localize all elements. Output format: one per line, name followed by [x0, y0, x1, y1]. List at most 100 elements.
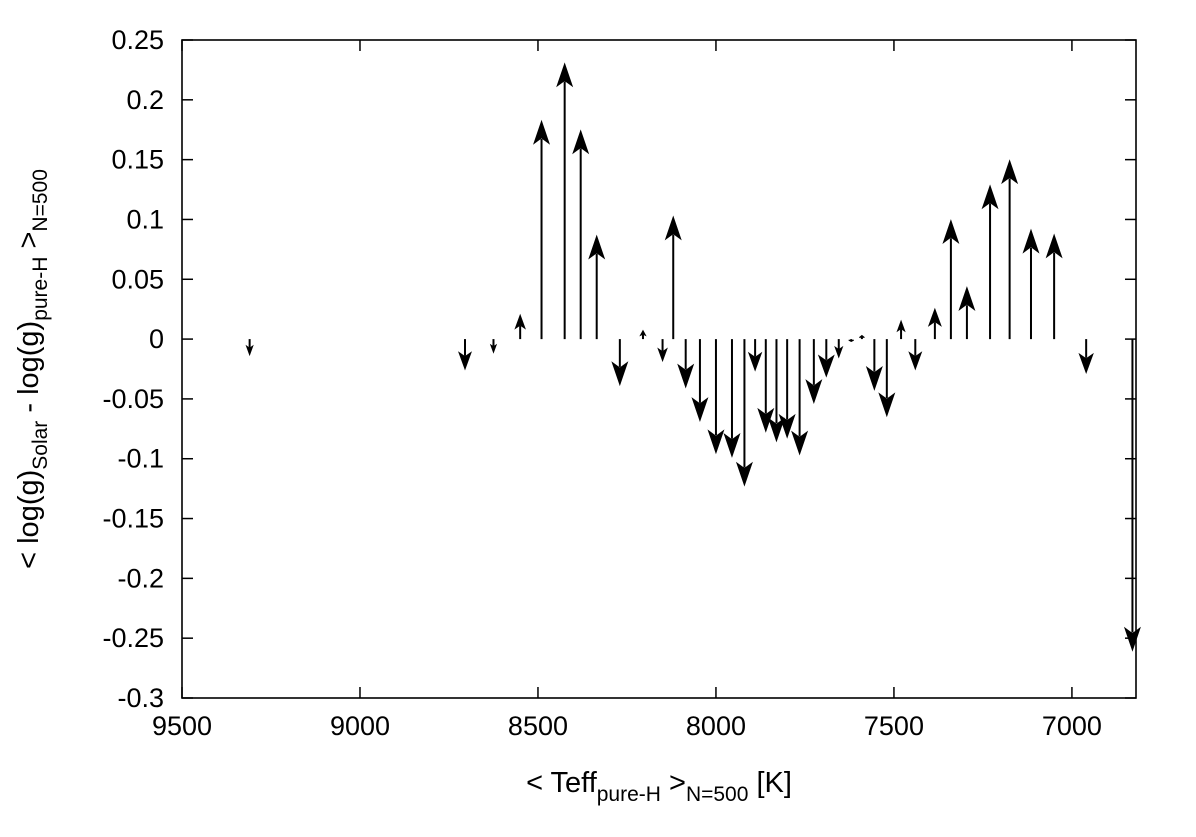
data-arrow	[556, 62, 574, 340]
arrow-head	[791, 430, 809, 456]
data-arrow	[805, 339, 823, 405]
data-arrow	[588, 234, 606, 340]
data-arrow	[791, 339, 809, 456]
plot-frame	[181, 39, 1137, 699]
arrow-head	[533, 119, 551, 145]
y-axis-ticks: 0.25 0.2 0.15 0.1 0.05 0 -0.05 -0.1 -0.15 -0.2 -0.…	[102, 25, 1136, 713]
arrow-head	[556, 62, 574, 88]
y-tick-label: 0.2	[126, 85, 164, 115]
arrow-head	[747, 351, 763, 372]
y-tick-label: 0.25	[111, 25, 164, 55]
arrow-head	[664, 215, 682, 241]
x-tick-label: 9500	[152, 711, 212, 741]
arrow-head	[572, 129, 590, 155]
arrow-head	[1001, 159, 1019, 185]
arrow-head	[723, 432, 741, 458]
data-arrow	[489, 339, 498, 354]
data-arrow	[677, 339, 695, 389]
arrow-head	[757, 407, 775, 433]
data-arrow	[735, 339, 753, 487]
data-arrow	[514, 313, 526, 340]
arrow-head	[878, 392, 896, 418]
arrow-head	[908, 351, 923, 371]
y-tick-label: -0.3	[117, 683, 164, 713]
arrow-head	[657, 347, 668, 363]
arrow-head	[767, 417, 785, 443]
data-arrow	[896, 319, 906, 340]
y-tick-label: -0.15	[102, 504, 164, 534]
arrow-head	[245, 344, 254, 357]
data-arrow	[245, 339, 254, 357]
arrow-head	[896, 319, 906, 333]
data-arrow	[533, 119, 551, 340]
arrow-head	[942, 219, 960, 244]
arrow-head	[611, 361, 629, 387]
data-arrow	[865, 339, 883, 391]
data-arrow	[859, 334, 865, 340]
plot-border	[181, 39, 1137, 699]
data-arrow	[458, 339, 472, 371]
arrow-head	[778, 413, 796, 439]
arrow-head	[458, 351, 472, 371]
data-arrow	[927, 307, 942, 340]
arrow-head	[1078, 352, 1094, 375]
data-arrow	[1045, 233, 1063, 340]
data-arrow	[723, 339, 741, 458]
data-arrow	[707, 339, 725, 455]
data-arrows	[245, 62, 1141, 652]
y-tick-label: -0.2	[117, 563, 164, 593]
data-arrow	[1022, 228, 1040, 340]
data-arrow	[908, 339, 923, 371]
data-arrow	[981, 184, 999, 340]
data-arrow	[767, 339, 785, 443]
data-arrow	[778, 339, 796, 439]
arrow-head	[981, 184, 999, 210]
y-tick-label: -0.05	[102, 384, 164, 414]
data-arrow	[691, 339, 709, 422]
data-arrow	[878, 339, 896, 418]
y-tick-label: -0.1	[117, 444, 164, 474]
y-tick-label: 0.15	[111, 145, 164, 175]
data-arrow	[747, 339, 763, 372]
arrow-head	[927, 307, 942, 327]
y-tick-label: -0.25	[102, 623, 164, 653]
arrow-head	[805, 379, 823, 405]
x-tick-label: 9000	[330, 711, 390, 741]
data-arrow	[757, 339, 775, 433]
arrow-head	[859, 334, 865, 338]
data-arrow	[1123, 339, 1141, 652]
x-tick-label: 7000	[1042, 711, 1102, 741]
y-tick-label: 0	[149, 324, 164, 354]
data-arrow	[611, 339, 629, 387]
arrow-head	[707, 429, 725, 455]
x-tick-label: 8000	[686, 711, 746, 741]
data-arrow	[1001, 159, 1019, 340]
arrow-head	[735, 461, 753, 487]
arrow-head	[1045, 233, 1063, 259]
y-tick-label: 0.05	[111, 264, 164, 294]
data-arrow	[664, 215, 682, 340]
data-arrow	[572, 129, 590, 340]
y-tick-label: 0.1	[126, 204, 164, 234]
arrow-head	[677, 363, 695, 389]
arrow-head	[489, 343, 498, 354]
arrow-head	[848, 339, 854, 343]
x-tick-label: 8500	[508, 711, 568, 741]
y-axis-title: < log(g)Solar - log(g)pure-H >N=500	[13, 169, 52, 569]
x-axis-title: < Teffpure-H >N=500 [K]	[526, 767, 792, 806]
arrow-head	[817, 354, 835, 378]
data-arrow	[657, 339, 668, 363]
arrow-head	[691, 397, 709, 422]
arrow-head	[865, 365, 883, 391]
arrow-head	[639, 329, 647, 337]
data-arrow	[834, 339, 844, 359]
arrow-head	[588, 234, 606, 260]
data-arrow	[848, 339, 854, 343]
x-axis-ticks: 9500 9000 8500 8000 7500 7000	[152, 40, 1102, 741]
data-arrow	[958, 286, 976, 340]
arrow-head	[1022, 228, 1040, 254]
arrow-head	[834, 345, 844, 359]
data-arrow	[1078, 339, 1094, 375]
data-arrow	[817, 339, 835, 378]
